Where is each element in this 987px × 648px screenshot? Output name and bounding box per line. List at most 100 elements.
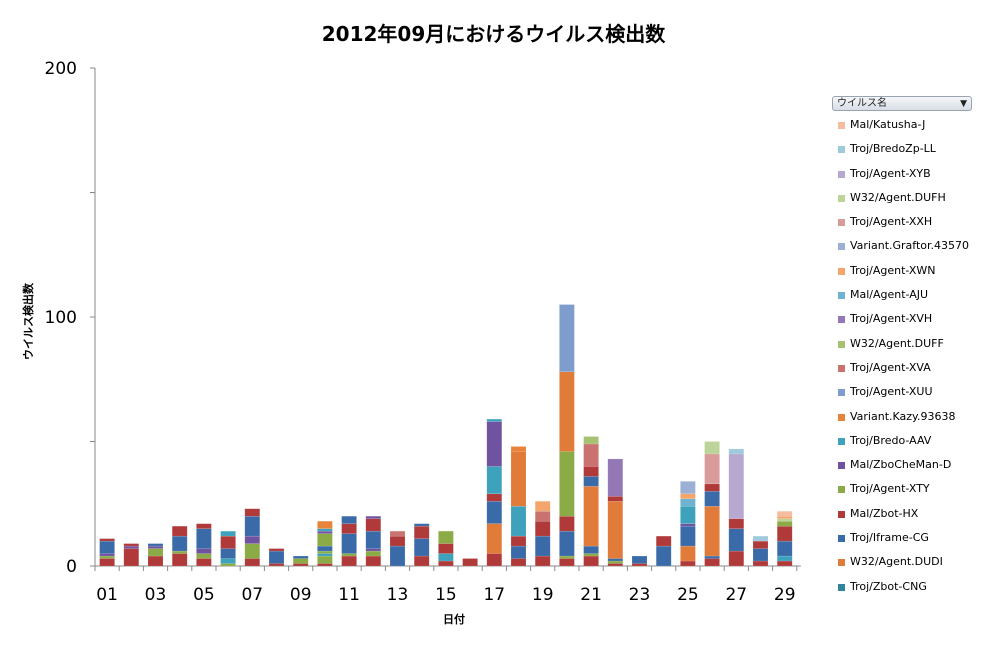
bar-segment	[704, 483, 720, 492]
bar-segment	[365, 530, 382, 549]
bar-segment	[413, 523, 430, 527]
legend-swatch	[838, 194, 845, 202]
legend-label: Troj/Agent-XYB	[850, 166, 931, 180]
legend-label: Troj/Agent-XVA	[850, 360, 931, 374]
bar-stack-10	[317, 520, 333, 567]
bar-segment	[583, 476, 599, 487]
x-tick-label: 11	[338, 585, 360, 605]
bar-segment	[776, 525, 793, 542]
bar-segment	[365, 548, 382, 552]
bar-stack-04	[171, 525, 188, 567]
bar-segment	[510, 451, 527, 507]
legend-swatch	[838, 170, 845, 178]
bar-segment	[607, 563, 624, 567]
bar-segment	[99, 555, 115, 559]
bar-segment	[631, 563, 648, 567]
bar-segment	[752, 535, 769, 542]
bar-segment	[123, 548, 140, 567]
bar-segment	[534, 510, 551, 522]
bar-segment	[728, 550, 745, 567]
bar-stack-01	[99, 538, 115, 567]
bar-segment	[365, 550, 382, 557]
bar-segment	[680, 523, 696, 527]
legend-label: W32/Agent.DUFH	[850, 190, 946, 204]
legend-label: Mal/Katusha-J	[850, 118, 926, 131]
bar-segment	[559, 451, 575, 517]
bar-segment	[341, 515, 357, 524]
bar-segment	[704, 505, 720, 557]
bar-segment	[147, 543, 164, 547]
bar-segment	[680, 545, 696, 562]
legend-swatch	[838, 437, 845, 445]
bar-segment	[196, 558, 212, 567]
legend-label: W32/Agent.DUFF	[850, 336, 944, 350]
bar-segment	[486, 421, 503, 467]
bar-segment	[147, 545, 164, 549]
bar-stack-24	[655, 535, 672, 567]
bar-segment	[559, 530, 575, 557]
bar-segment	[776, 520, 793, 527]
bar-segment	[486, 553, 503, 567]
bar-segment	[776, 555, 793, 562]
bar-segment	[776, 540, 793, 557]
legend-swatch	[838, 583, 845, 591]
bar-stack-11	[341, 515, 357, 567]
bar-segment	[752, 548, 769, 562]
bar-segment	[583, 553, 599, 557]
legend-label: Troj/Zbot-CNG	[850, 579, 927, 593]
bar-segment	[559, 555, 575, 559]
bar-segment	[559, 515, 575, 532]
y-tick-label: 200	[45, 59, 77, 79]
y-tick-label: 100	[45, 308, 77, 328]
bar-segment	[534, 501, 551, 512]
bar-segment	[413, 538, 430, 557]
bar-segment	[268, 548, 285, 552]
bar-segment	[220, 558, 236, 564]
x-tick-label: 17	[483, 585, 505, 605]
bar-segment	[680, 505, 696, 524]
legend-swatch	[838, 292, 845, 300]
x-tick-label: 01	[96, 585, 118, 605]
legend-swatch	[838, 413, 845, 421]
legend-label: Variant.Kazy.93638	[850, 409, 956, 423]
bar-segment	[704, 441, 720, 455]
bar-segment	[607, 560, 624, 564]
bar-segment	[752, 560, 769, 567]
bar-segment	[123, 543, 140, 547]
bar-segment	[244, 543, 261, 559]
bar-segment	[583, 555, 599, 567]
bar-segment	[244, 508, 261, 517]
legend-filter-dropdown[interactable]: ウイルス名 ▼	[832, 96, 972, 111]
bar-segment	[607, 496, 624, 502]
legend-label: Troj/Iframe-CG	[850, 531, 929, 545]
bar-segment	[99, 540, 115, 554]
legend-swatch	[838, 340, 845, 348]
bar-segment	[438, 553, 454, 562]
bar-stack-15	[438, 530, 454, 567]
chevron-down-icon[interactable]: ▼	[960, 99, 967, 109]
bar-segment	[728, 448, 745, 455]
x-tick-label: 15	[435, 585, 457, 605]
bar-segment	[752, 540, 769, 549]
legend-swatch	[838, 510, 845, 518]
bar-segment	[559, 371, 575, 452]
legend-swatch	[838, 462, 845, 470]
bar-segment	[196, 528, 212, 549]
bar-segment	[99, 558, 115, 567]
bar-segment	[99, 538, 115, 542]
bar-segment	[680, 525, 696, 547]
legend-label: Troj/Agent-XVH	[850, 312, 933, 326]
bar-segment	[196, 523, 212, 529]
bar-segment	[631, 555, 648, 564]
bar-segment	[292, 558, 309, 564]
legend-label: W32/Agent.DUDI	[850, 555, 943, 569]
bar-segment	[655, 545, 672, 567]
bar-segment	[486, 418, 503, 422]
bar-segment	[171, 525, 188, 537]
legend-label: Mal/Zbot-HX	[850, 506, 919, 520]
bar-segment	[317, 550, 333, 554]
bar-segment	[99, 553, 115, 557]
bar-segment	[317, 533, 333, 547]
bar-segment	[462, 558, 478, 567]
bar-segment	[776, 518, 793, 522]
